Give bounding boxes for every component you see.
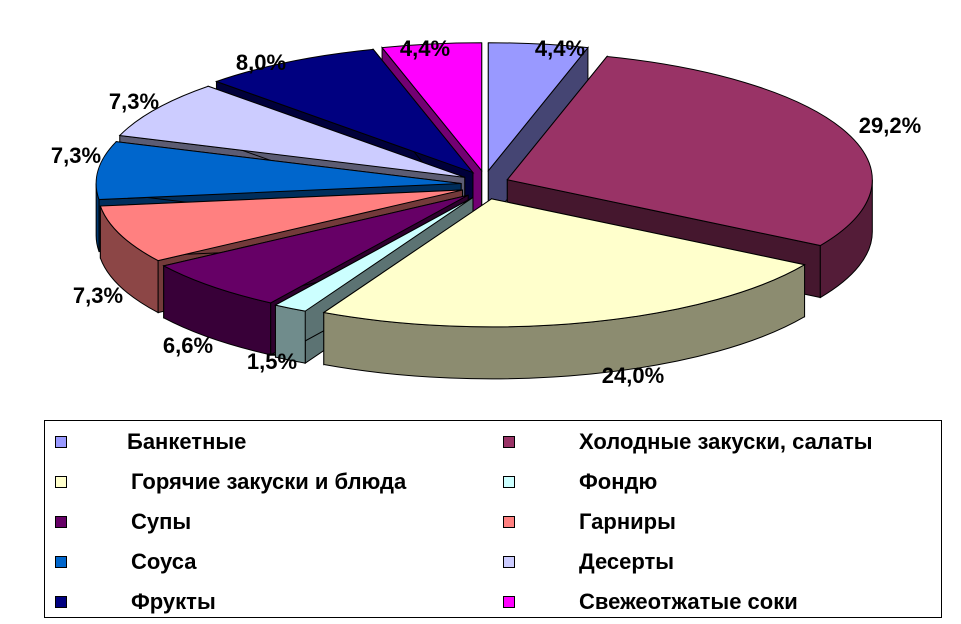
legend-item-холодные-закуски-салаты: Холодные закуски, салаты: [503, 427, 873, 457]
pie-chart: 4,4% 29,2% 24,0% 1,5% 6,6% 7,3% 7,3% 7,3% 8,0% 4,…: [51, 36, 921, 388]
legend-item-гарниры: Гарниры: [503, 507, 676, 537]
legend-item-фондю: Фондю: [503, 467, 657, 497]
data-label-горячие-закуски-и-блюда: 24,0%: [602, 363, 664, 388]
data-label-банкетные: 4,4%: [535, 36, 585, 61]
data-label-фрукты: 8,0%: [236, 50, 286, 75]
legend-swatch-icon: [503, 516, 515, 528]
legend-swatch-icon: [55, 596, 67, 608]
legend-item-горячие-закуски-и-блюда: Горячие закуски и блюда: [55, 467, 406, 497]
legend-label: Супы: [131, 509, 192, 534]
legend-item-банкетные: Банкетные: [55, 427, 246, 457]
data-label-супы: 6,6%: [163, 333, 213, 358]
legend: Банкетные Холодные закуски, салаты Горячие…: [44, 420, 942, 618]
pie-slice-горячие-закуски-и-блюда: [322, 197, 806, 380]
data-label-соуса: 7,3%: [51, 143, 101, 168]
legend-swatch-icon: [503, 556, 515, 568]
data-label-десерты: 7,3%: [109, 89, 159, 114]
legend-label: Фрукты: [131, 589, 216, 614]
legend-item-десерты: Десерты: [503, 547, 674, 577]
data-label-свежеотжатые-соки: 4,4%: [400, 36, 450, 61]
legend-label: Соуса: [131, 549, 197, 574]
legend-label: Фондю: [579, 469, 658, 494]
legend-label: Десерты: [579, 549, 675, 574]
legend-label: Свежеотжатые соки: [579, 589, 798, 614]
legend-item-свежеотжатые-соки: Свежеотжатые соки: [503, 587, 798, 617]
legend-swatch-icon: [55, 476, 67, 488]
legend-label: Гарниры: [579, 509, 676, 534]
legend-swatch-icon: [503, 436, 515, 448]
legend-label: Банкетные: [127, 429, 247, 454]
legend-item-соуса: Соуса: [55, 547, 196, 577]
legend-label: Холодные закуски, салаты: [579, 429, 873, 454]
legend-label: Горячие закуски и блюда: [131, 469, 407, 494]
legend-swatch-icon: [55, 436, 67, 448]
data-label-холодные-закуски-салаты: 29,2%: [859, 113, 921, 138]
legend-swatch-icon: [503, 476, 515, 488]
legend-item-супы: Супы: [55, 507, 191, 537]
legend-swatch-icon: [503, 596, 515, 608]
data-label-фондю: 1,5%: [247, 349, 297, 374]
data-label-гарниры: 7,3%: [73, 283, 123, 308]
legend-swatch-icon: [55, 516, 67, 528]
legend-item-фрукты: Фрукты: [55, 587, 216, 617]
legend-swatch-icon: [55, 556, 67, 568]
